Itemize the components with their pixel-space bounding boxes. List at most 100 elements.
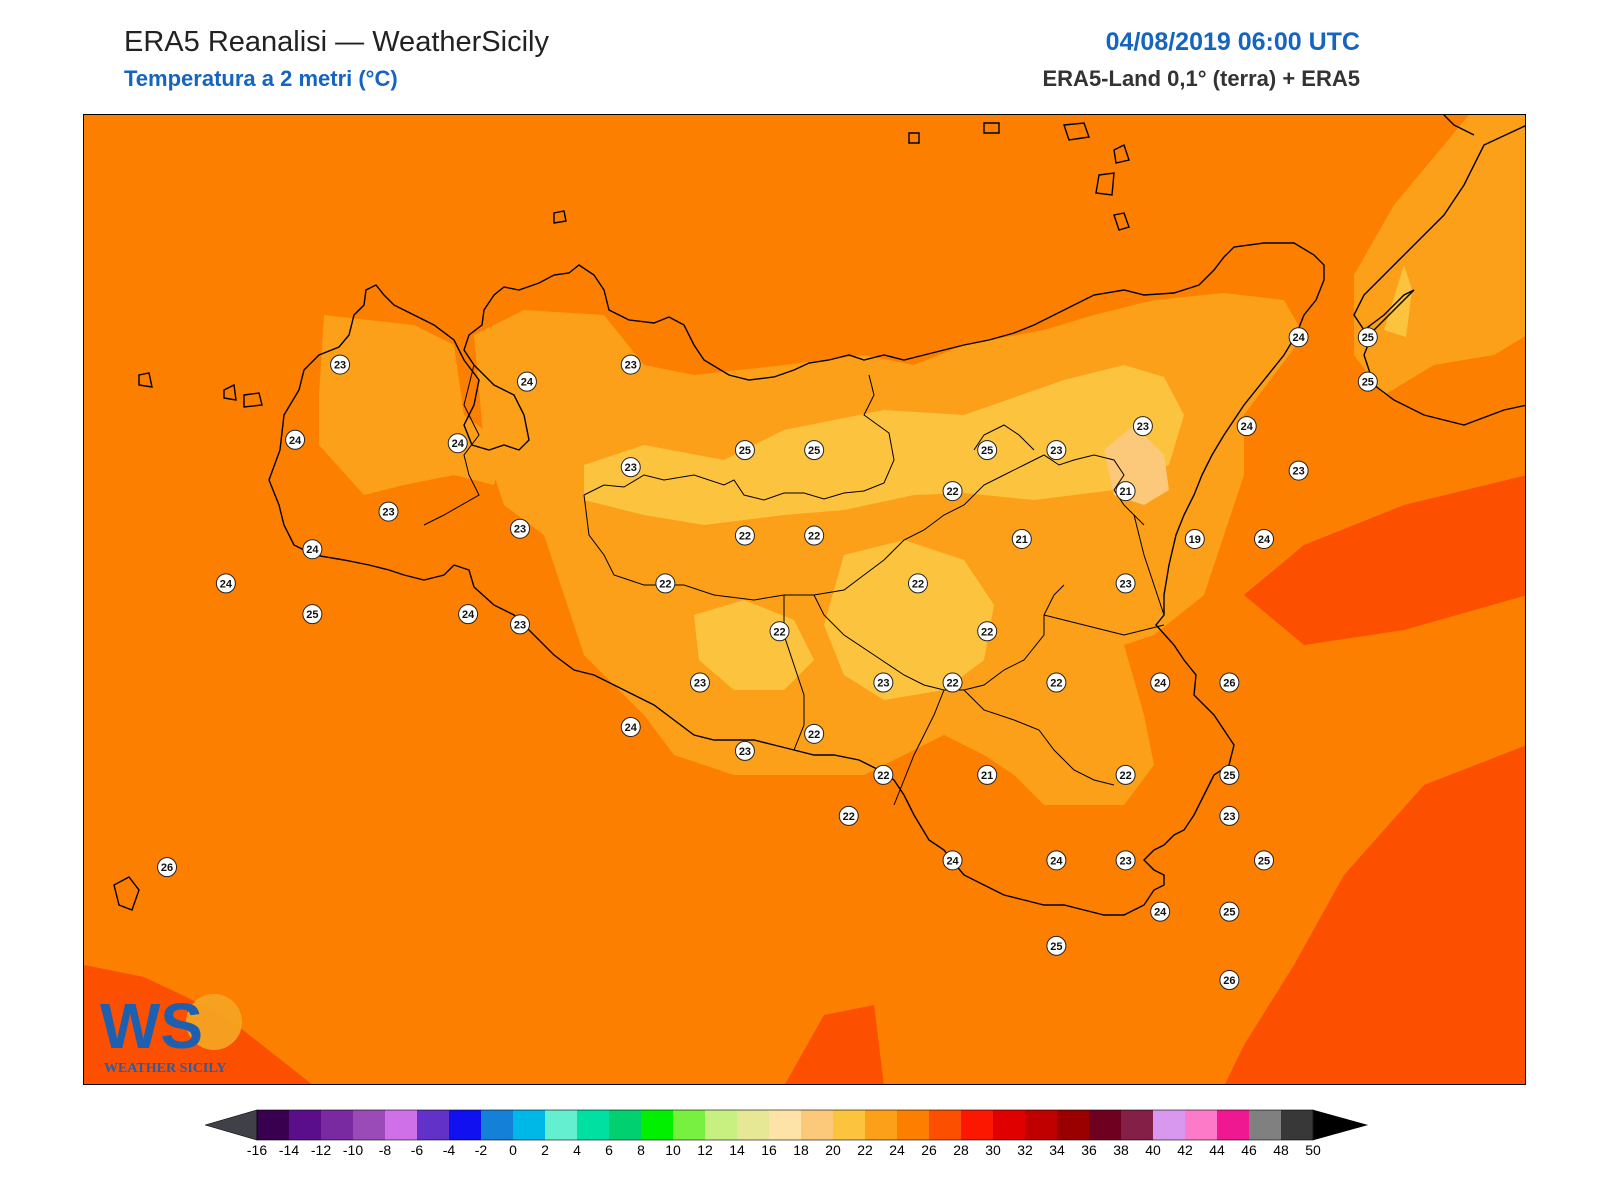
station-value: 25 xyxy=(739,445,751,457)
colorbar-swatch xyxy=(321,1110,354,1140)
colorbar-swatch xyxy=(769,1110,802,1140)
station-value: 24 xyxy=(289,435,302,447)
station-marker: 24 xyxy=(1288,327,1309,348)
station-marker: 24 xyxy=(458,604,479,625)
field-20-22-north xyxy=(584,365,1184,525)
station-value: 23 xyxy=(877,678,889,690)
valid-datetime: 04/08/2019 06:00 UTC xyxy=(1105,28,1360,56)
colorbar-tick-label: 50 xyxy=(1305,1142,1321,1158)
station-marker: 22 xyxy=(907,573,928,594)
colorbar-tick-label: 26 xyxy=(921,1142,937,1158)
station-marker: 24 xyxy=(1046,850,1067,871)
station-marker: 25 xyxy=(977,440,998,461)
colorbar-tick-label: 44 xyxy=(1209,1142,1225,1158)
station-value: 21 xyxy=(1016,534,1028,546)
map-canvas: 23 23 24 24 24 25 24 24 24 23 23 23 23 25 22 22 23 24 23 25… xyxy=(84,115,1525,1084)
station-value: 24 xyxy=(220,578,233,590)
island-lipari xyxy=(1095,172,1115,196)
station-value: 22 xyxy=(843,811,855,823)
station-marker: 25 xyxy=(734,440,755,461)
colorbar-swatch xyxy=(1281,1110,1314,1140)
station-marker: 25 xyxy=(302,604,323,625)
station-marker: 23 xyxy=(1132,416,1153,437)
colorbar-swatch xyxy=(993,1110,1026,1140)
colorbar-tick-label: 16 xyxy=(761,1142,777,1158)
colorbar-swatch xyxy=(289,1110,322,1140)
colorbar-swatch xyxy=(737,1110,770,1140)
colorbar-over-arrow xyxy=(1312,1109,1369,1141)
field-26-28-south xyxy=(785,1005,884,1084)
coastline xyxy=(113,115,1525,916)
station-marker: 23 xyxy=(1288,460,1309,481)
svg-text:WEATHER SICILY: WEATHER SICILY xyxy=(104,1061,227,1076)
station-labels: 23 23 24 24 24 25 24 24 24 23 23 23 23 25 22 22 23 24 23 25… xyxy=(157,327,1378,991)
station-value: 22 xyxy=(1050,678,1062,690)
field-20-22-center xyxy=(824,540,994,700)
station-value: 21 xyxy=(981,770,993,782)
station-marker: 23 xyxy=(1046,440,1067,461)
station-marker: 23 xyxy=(510,614,531,635)
colorbar-tick-label: -2 xyxy=(475,1142,488,1158)
station-value: 24 xyxy=(1241,421,1254,433)
colorbar-swatch xyxy=(929,1110,962,1140)
station-marker: 23 xyxy=(510,518,531,539)
station-marker: 24 xyxy=(1150,901,1171,922)
colorbar-swatch xyxy=(1153,1110,1186,1140)
colorbar-swatch xyxy=(1057,1110,1090,1140)
station-value: 25 xyxy=(808,445,820,457)
colorbar-swatch xyxy=(673,1110,706,1140)
colorbar-tick-label: -12 xyxy=(311,1142,331,1158)
station-marker: 23 xyxy=(378,501,399,522)
station-value: 25 xyxy=(306,609,318,621)
colorbar-tick-label: 42 xyxy=(1177,1142,1193,1158)
island-filicudi xyxy=(983,122,1000,134)
colorbar-tick-label: 38 xyxy=(1113,1142,1129,1158)
colorbar-swatch xyxy=(545,1110,578,1140)
colorbar-tick-label: 22 xyxy=(857,1142,873,1158)
station-value: 25 xyxy=(1258,855,1270,867)
station-marker: 21 xyxy=(1115,481,1136,502)
temperature-map: 23 23 24 24 24 25 24 24 24 23 23 23 23 25 22 22 23 24 23 25… xyxy=(83,114,1526,1085)
island-ustica xyxy=(553,210,567,224)
station-marker: 23 xyxy=(734,740,755,761)
station-value: 24 xyxy=(1292,332,1305,344)
station-value: 22 xyxy=(1119,770,1131,782)
station-marker: 26 xyxy=(157,857,178,878)
station-value: 25 xyxy=(1223,770,1235,782)
colorbar-swatch xyxy=(1025,1110,1058,1140)
colorbar-tick-label: 32 xyxy=(1017,1142,1033,1158)
colorbar-swatch xyxy=(609,1110,642,1140)
colorbar-swatch xyxy=(449,1110,482,1140)
station-value: 23 xyxy=(382,507,394,519)
station-value: 22 xyxy=(659,578,671,590)
island-marettimo xyxy=(138,372,153,388)
station-marker: 24 xyxy=(1236,416,1257,437)
station-marker: 21 xyxy=(977,764,998,785)
colorbar-tick-label: -14 xyxy=(279,1142,299,1158)
station-marker: 24 xyxy=(285,429,306,450)
data-source: ERA5-Land 0,1° (terra) + ERA5 xyxy=(1042,66,1361,91)
station-marker: 23 xyxy=(689,672,710,693)
colorbar-swatch xyxy=(961,1110,994,1140)
station-value: 24 xyxy=(521,377,534,389)
island-egadi-favignana xyxy=(243,392,263,408)
station-value: 22 xyxy=(773,626,785,638)
island-egadi-levanzo xyxy=(223,383,237,401)
station-value: 24 xyxy=(462,609,475,621)
station-value: 23 xyxy=(1119,855,1131,867)
map-title: ERA5 Reanalisi — WeatherSicily xyxy=(124,26,549,58)
station-value: 21 xyxy=(1119,486,1131,498)
station-value: 22 xyxy=(981,626,993,638)
station-marker: 25 xyxy=(1219,901,1240,922)
station-marker: 25 xyxy=(1046,935,1067,956)
station-value: 23 xyxy=(1137,421,1149,433)
colorbar-swatch xyxy=(1089,1110,1122,1140)
colorbar-swatch xyxy=(1121,1110,1154,1140)
station-marker: 24 xyxy=(942,850,963,871)
station-value: 25 xyxy=(1362,332,1374,344)
island-alicudi xyxy=(908,132,920,144)
station-value: 23 xyxy=(694,678,706,690)
station-marker: 26 xyxy=(1219,970,1240,991)
colorbar-swatch xyxy=(833,1110,866,1140)
weathersicily-logo: WS WEATHER SICILY xyxy=(96,982,256,1077)
